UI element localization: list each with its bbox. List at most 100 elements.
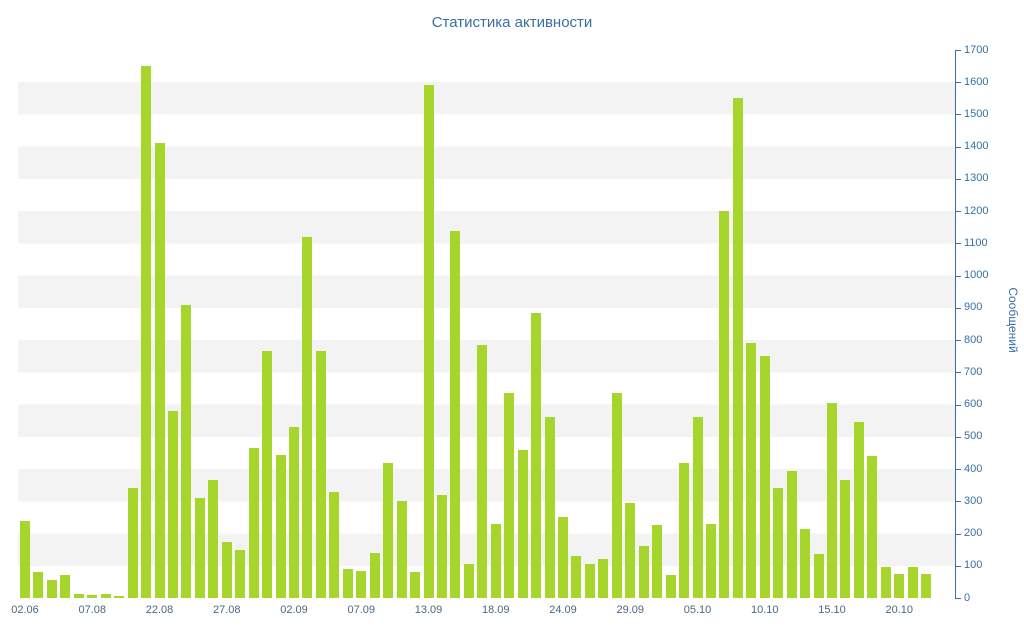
bar [302,236,313,598]
bar [813,554,824,598]
bar [490,523,501,598]
bar [33,572,44,598]
bar [705,523,716,598]
x-tick-label: 27.08 [212,604,241,616]
y-tick-label: 0 [964,591,971,604]
bar [275,454,286,598]
bar [235,549,246,598]
y-axis-tick [955,533,961,535]
bar [410,572,421,598]
bar [571,556,582,598]
y-tick-label: 700 [964,365,983,378]
bar [100,594,111,598]
bar [46,580,57,598]
bar [773,488,784,598]
y-tick-label: 900 [964,301,983,314]
y-axis-title: Сообщений [1006,287,1020,353]
bar [759,356,770,598]
bar [141,66,152,598]
bar [517,449,528,598]
bar [342,569,353,598]
y-axis-tick [955,469,961,471]
y-axis [955,50,956,599]
bar [87,594,98,598]
y-tick-label: 1500 [964,107,989,120]
bar [73,594,84,598]
bar [840,480,851,598]
bar [652,525,663,598]
y-tick-label: 1200 [964,204,989,217]
bar [463,564,474,598]
y-axis-tick [955,114,961,116]
bar [60,575,71,598]
y-axis-tick [955,243,961,245]
y-axis-tick [955,501,961,503]
bar [356,570,367,598]
bar [584,564,595,598]
bar [114,596,125,598]
bar [732,98,743,598]
bar [289,427,299,598]
y-axis-tick [955,436,961,438]
bar [719,211,730,598]
y-axis-tick [955,146,961,148]
bar [20,520,30,598]
y-axis-tick [955,404,961,406]
y-tick-label: 1300 [964,172,989,185]
bar [181,304,192,598]
y-tick-label: 200 [964,527,983,540]
bar [423,85,434,598]
y-tick-label: 400 [964,462,983,475]
x-tick-label: 22.08 [145,604,174,616]
y-axis-tick [955,307,961,309]
bar [921,573,932,598]
bar [800,528,811,598]
y-tick-label: 1000 [964,269,989,282]
bar [383,462,394,598]
bar [679,462,690,598]
bar [786,470,797,598]
bar [504,393,515,598]
y-axis-tick [955,275,961,277]
bar [329,491,340,598]
bar [907,567,918,598]
x-tick-label: 05.10 [683,604,712,616]
chart-title: Статистика активности [431,14,593,31]
y-tick-label: 800 [964,333,983,346]
bar [436,494,447,598]
bar [262,351,273,598]
bar [692,417,703,598]
y-axis-tick [955,50,961,51]
bar [315,351,326,598]
y-tick-label: 1400 [964,140,989,153]
y-axis-tick [955,372,961,374]
bar [167,411,178,598]
bar [638,546,649,598]
y-axis-tick [955,211,961,213]
x-tick-label: 13.09 [414,604,443,616]
bar [369,552,380,598]
x-tick-label: 18.09 [481,604,510,616]
x-tick-label: 10.10 [750,604,779,616]
x-tick-label: 20.10 [885,604,914,616]
bar [625,502,636,598]
bar [154,143,165,598]
y-tick-label: 1700 [964,43,989,56]
y-tick-label: 1600 [964,75,989,88]
bar [867,456,878,598]
bar [127,488,138,598]
bar [396,501,407,598]
y-tick-label: 300 [964,494,983,507]
bar [450,230,461,598]
bar [194,498,205,598]
x-tick-label: 07.09 [347,604,376,616]
y-tick-label: 500 [964,430,983,443]
y-tick-label: 100 [964,559,983,572]
y-axis-tick [955,82,961,84]
x-tick-label: 02.09 [280,604,308,616]
plot-area [18,50,955,598]
bar [208,480,219,598]
bar [221,541,232,598]
bar [477,344,488,598]
